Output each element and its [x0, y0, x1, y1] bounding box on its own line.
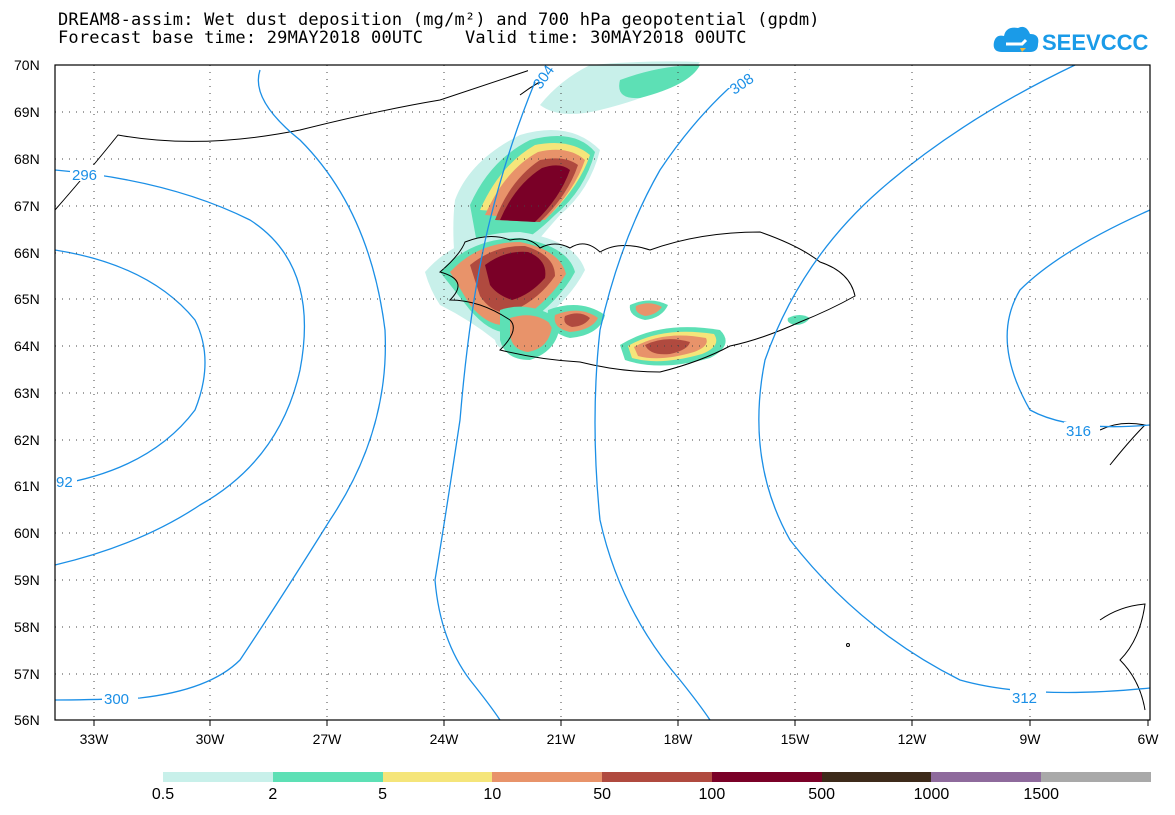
lon-label-12w: 12W	[898, 731, 928, 747]
lat-label-65n: 65N	[14, 291, 40, 307]
legend-swatch	[492, 772, 603, 782]
legend-label: 1500	[1023, 786, 1060, 803]
legend-swatch	[163, 772, 273, 782]
contour-label-312: 312	[1012, 690, 1037, 707]
lat-label-67n: 67N	[14, 198, 40, 214]
lon-label-27w: 27W	[313, 731, 343, 747]
lat-label-59n: 59N	[14, 572, 40, 588]
legend-swatch	[1041, 772, 1152, 782]
legend-swatch	[272, 772, 383, 782]
contour-label-300: 300	[104, 691, 129, 708]
lon-label-6w: 6W	[1138, 731, 1160, 747]
lon-label-21w: 21W	[547, 731, 577, 747]
coastlines	[54, 69, 1147, 711]
legend-label: 10	[483, 786, 502, 803]
lat-label-62n: 62N	[14, 432, 40, 448]
lat-label-66n: 66N	[14, 245, 40, 261]
map-frame	[54, 64, 1151, 721]
legend-label: 0.5	[151, 786, 175, 803]
logo-text: SEEVCCC	[1042, 30, 1148, 55]
legend-swatch	[711, 772, 822, 782]
legend-label: 100	[698, 786, 726, 803]
geopotential-contours	[54, 64, 1151, 721]
color-legend	[163, 772, 1152, 782]
dust-deposition-shading	[425, 61, 810, 366]
lon-label-18w: 18W	[664, 731, 694, 747]
lat-label-69n: 69N	[14, 104, 40, 120]
tick-marks	[93, 720, 1149, 726]
lat-label-70n: 70N	[14, 57, 40, 73]
longitude-labels: 33W 30W 27W 24W 21W 18W 15W 12W 9W 6W	[80, 731, 1160, 747]
seevccc-logo: SEEVCCC	[993, 26, 1148, 55]
contour-label-292: 92	[56, 474, 73, 491]
legend-swatch	[821, 772, 932, 782]
legend-swatch	[602, 772, 712, 782]
chart-title-line-2: Forecast base time: 29MAY2018 00UTC Vali…	[58, 28, 747, 48]
cloud-logo-icon	[993, 26, 1039, 52]
legend-swatch	[382, 772, 493, 782]
grid-lines	[55, 65, 1150, 720]
lon-label-9w: 9W	[1020, 731, 1042, 747]
lat-label-56n: 56N	[14, 712, 40, 728]
legend-label: 5	[378, 786, 387, 803]
lat-label-57n: 57N	[14, 666, 40, 682]
contour-label-316: 316	[1066, 423, 1091, 440]
lat-label-60n: 60N	[14, 525, 40, 541]
contour-labels: 304 308 296 92 300 316 312	[55, 62, 1100, 708]
lat-label-64n: 64N	[14, 338, 40, 354]
lon-label-15w: 15W	[781, 731, 811, 747]
latitude-labels: 70N 69N 68N 67N 66N 65N 64N 63N 62N 61N …	[14, 57, 40, 728]
lat-label-61n: 61N	[14, 478, 40, 494]
lat-label-58n: 58N	[14, 619, 40, 635]
lat-label-63n: 63N	[14, 385, 40, 401]
lon-label-30w: 30W	[196, 731, 226, 747]
chart-title-line-1: DREAM8-assim: Wet dust deposition (mg/m²…	[58, 10, 820, 30]
contour-label-296: 296	[72, 167, 97, 184]
legend-label: 1000	[913, 786, 950, 803]
legend-label: 50	[593, 786, 612, 803]
lat-label-68n: 68N	[14, 151, 40, 167]
legend-label: 2	[268, 786, 278, 803]
lon-label-33w: 33W	[80, 731, 110, 747]
legend-swatch	[931, 772, 1042, 782]
lon-label-24w: 24W	[430, 731, 460, 747]
legend-label: 500	[808, 786, 836, 803]
